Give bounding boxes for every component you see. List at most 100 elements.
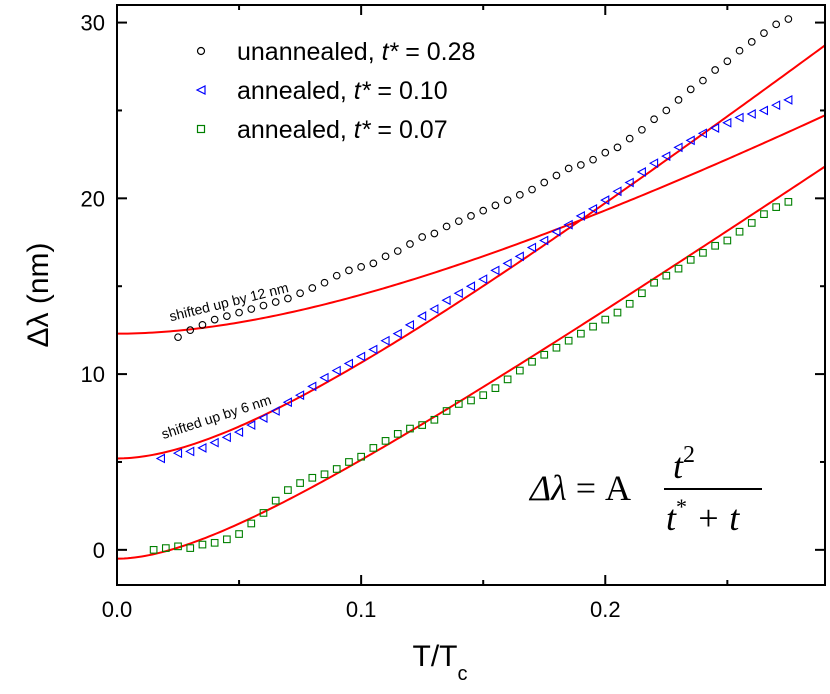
data-point-series-2 (284, 486, 292, 494)
legend-label-prefix: annealed, (237, 116, 354, 144)
data-point-series-1 (673, 142, 683, 153)
data-point-series-2 (760, 210, 768, 219)
data-point-series-2 (662, 271, 671, 280)
data-point-series-1 (624, 177, 634, 188)
data-point-series-1 (722, 117, 732, 128)
data-point-series-1 (417, 311, 427, 322)
data-point-series-0 (271, 298, 280, 306)
data-point-series-0 (479, 206, 488, 215)
data-point-series-1 (209, 437, 219, 448)
data-point-series-1 (697, 128, 707, 139)
fit-curves (117, 44, 825, 560)
data-point-series-0 (650, 115, 658, 124)
x-tick-label: 0.2 (590, 597, 621, 622)
formula-eq: = A (567, 468, 631, 508)
data-point-series-1 (258, 413, 268, 423)
data-point-series-0 (723, 57, 732, 66)
data-point-series-1 (319, 372, 329, 383)
data-point-series-2 (589, 322, 597, 331)
data-point-series-1 (197, 442, 207, 453)
y-tick-label: 30 (81, 11, 105, 36)
data-point-series-1 (709, 123, 720, 133)
data-point-series-0 (662, 106, 671, 115)
data-point-series-1 (429, 304, 439, 314)
data-point-series-0 (564, 164, 573, 173)
data-point-series-2 (161, 544, 170, 552)
data-point-series-2 (479, 391, 488, 400)
data-point-series-2 (381, 437, 390, 445)
y-tick-label: 10 (81, 362, 105, 387)
data-point-series-2 (223, 535, 231, 544)
axes: 0.0 0.1 0.2 0 10 20 30 (81, 5, 825, 622)
data-point-series-1 (185, 446, 195, 457)
data-point-series-0 (491, 201, 500, 210)
data-point-series-2 (418, 421, 427, 429)
fit-curve-0 (117, 114, 825, 335)
data-point-series-2 (149, 545, 158, 554)
data-point-series-1 (172, 448, 183, 459)
data-point-series-1 (612, 186, 622, 197)
formula-denominator-sup: * (676, 494, 687, 519)
data-point-series-1 (575, 210, 585, 221)
data-point-series-2 (650, 278, 658, 287)
data-point-series-2 (772, 203, 781, 211)
data-point-series-1 (502, 258, 512, 269)
data-point-series-0 (735, 46, 744, 55)
legend-marker-square (196, 124, 206, 134)
data-point-series-1 (355, 351, 366, 362)
x-axis-title-sub: c (458, 663, 468, 685)
legend-marker-triangle (195, 85, 206, 95)
data-point-series-1 (636, 167, 646, 177)
legend-label-prefix: unannealed, (237, 38, 382, 66)
legend-entry-annealed-010: annealed, t* = 0.10 (195, 77, 448, 105)
data-point-series-1 (392, 328, 402, 339)
data-point-series-1 (771, 100, 781, 111)
legend-label-value: = 0.10 (370, 77, 447, 105)
formula-numerator-sup: 2 (683, 442, 695, 468)
data-point-series-1 (734, 112, 744, 123)
data-point-series-0 (369, 259, 378, 268)
data-point-series-2 (235, 530, 243, 538)
data-point-series-1 (282, 397, 292, 408)
legend-marker-circle (196, 46, 206, 56)
data-point-series-1 (685, 135, 695, 146)
data-point-series-0 (186, 326, 195, 335)
data-point-series-1 (155, 453, 165, 464)
data-point-series-1 (478, 274, 488, 285)
y-axis-title: Δλ (nm) (22, 242, 55, 347)
data-point-series-2 (406, 424, 414, 433)
data-point-series-2 (601, 315, 610, 324)
data-point-series-0 (418, 233, 427, 241)
data-point-series-1 (453, 288, 463, 299)
data-point-series-1 (600, 195, 610, 206)
formula: Δλ = A t2 t* + t (528, 442, 762, 538)
data-point-series-1 (746, 109, 756, 119)
x-tick-label: 0.0 (102, 597, 133, 622)
data-point-series-1 (368, 344, 378, 355)
data-point-series-0 (345, 266, 353, 275)
data-point-series-2 (454, 400, 463, 408)
data-point-series-1 (551, 226, 561, 237)
legend-label-value: = 0.07 (370, 116, 447, 144)
data-point-series-2 (308, 473, 317, 482)
data-point-series-1 (221, 432, 231, 443)
data-point-series-0 (174, 333, 182, 342)
data-point-series-2 (699, 248, 707, 257)
data-point-series-2 (393, 429, 402, 438)
data-point-series-0 (357, 263, 365, 271)
data-point-series-0 (198, 321, 207, 329)
data-point-series-2 (320, 470, 329, 479)
data-point-series-0 (552, 171, 561, 180)
data-point-series-0 (613, 143, 622, 152)
data-point-series-0 (430, 229, 439, 238)
data-point-series-2 (686, 255, 695, 264)
legend-label-var: t* (382, 38, 400, 66)
data-point-series-0 (589, 155, 597, 164)
formula-denominator-rest: + t (687, 498, 740, 538)
svg-text:annealed, t* = 0.10: annealed, t* = 0.10 (237, 77, 448, 105)
data-point-series-2 (247, 519, 256, 528)
data-point-series-1 (539, 235, 549, 246)
data-point-series-0 (210, 315, 219, 324)
shift-annotation: shifted up by 6 nm (159, 391, 273, 442)
data-point-series-2 (503, 375, 512, 384)
